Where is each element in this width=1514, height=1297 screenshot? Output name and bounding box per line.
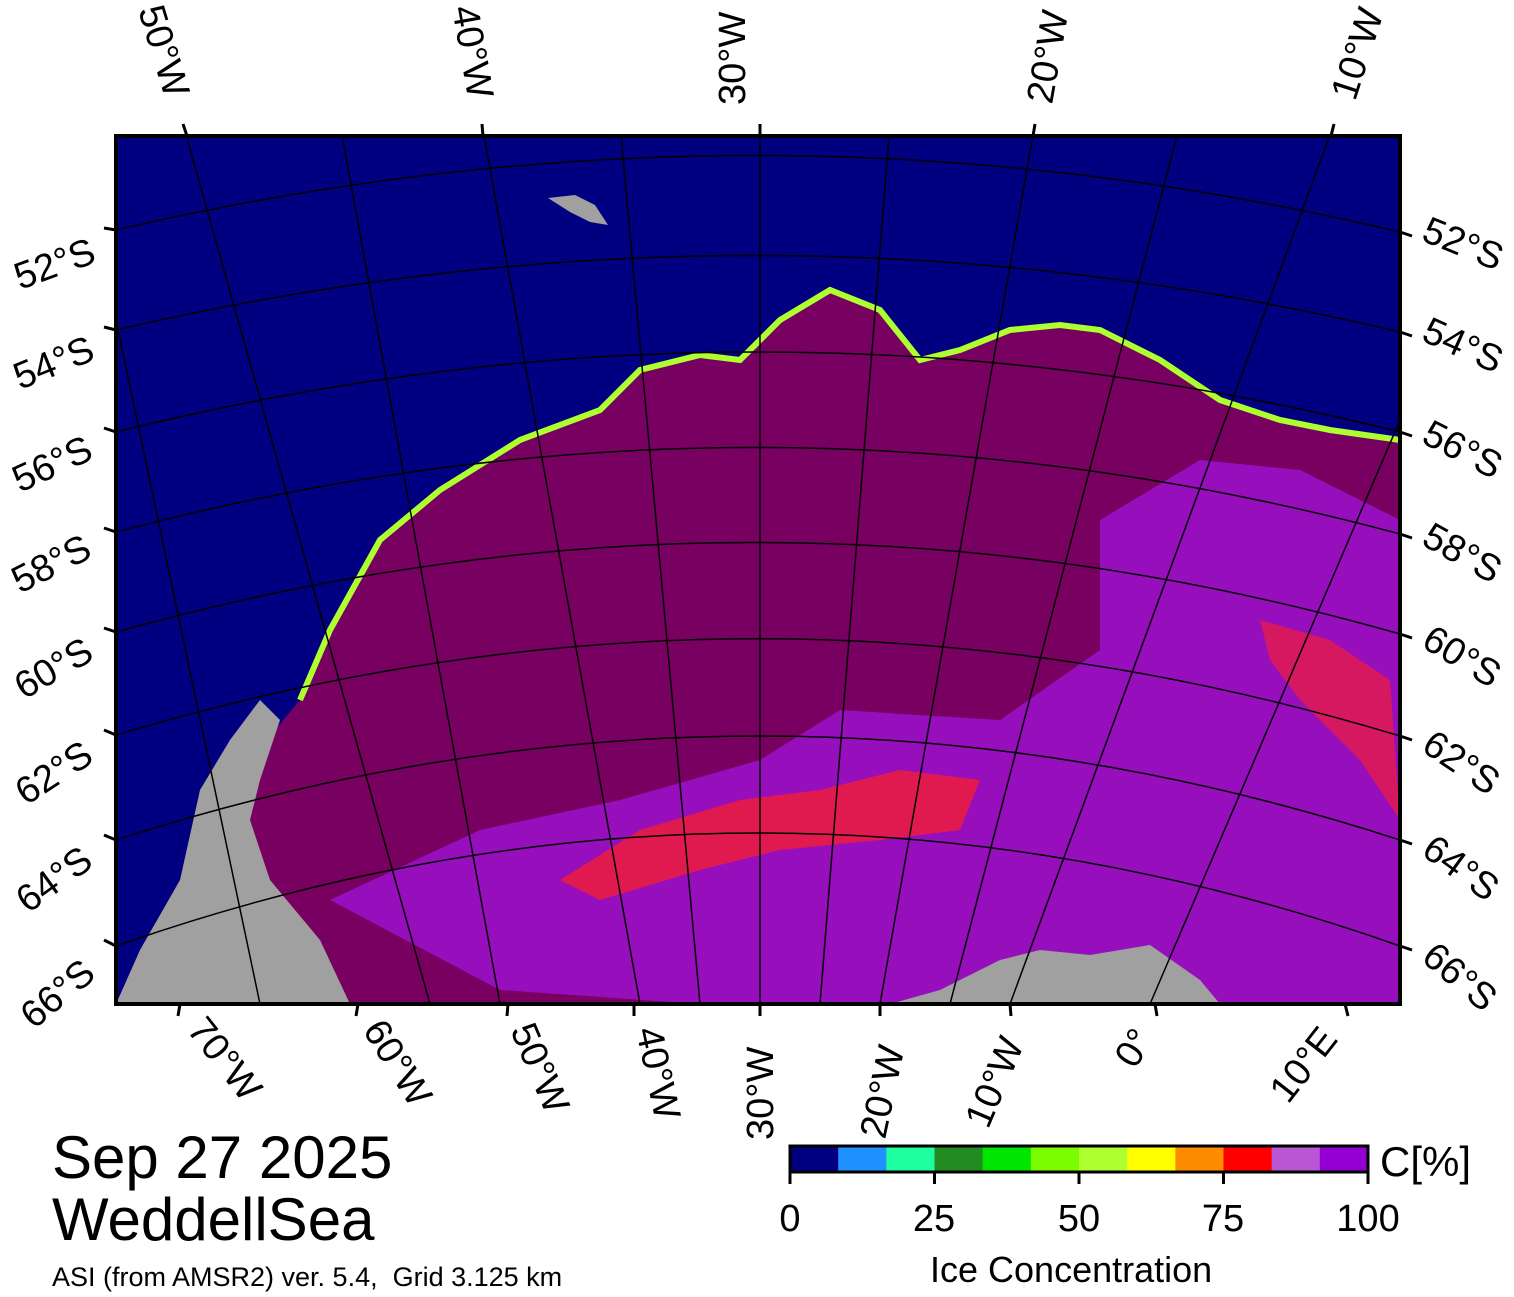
left-lat-label: 66°S (13, 951, 103, 1036)
colorbar-tick-label: 50 (1057, 1198, 1101, 1240)
left-lat-label: 62°S (8, 733, 100, 813)
map-date: Sep 27 2025 (52, 1124, 393, 1191)
right-lat-label: 62°S (1415, 723, 1507, 804)
right-lat-label: 64°S (1415, 827, 1507, 910)
colorbar-segment (1030, 1146, 1080, 1172)
ice-melt-zone-east (1260, 620, 1400, 820)
left-lat-label: 64°S (9, 839, 101, 922)
colorbar-segment (982, 1146, 1032, 1172)
colorbar (790, 1146, 1369, 1172)
colorbar-segment (1223, 1146, 1273, 1172)
map-frame (114, 134, 1402, 1006)
region-name: WeddellSea (52, 1186, 375, 1253)
bottom-lon-label: 20°W (853, 1042, 914, 1142)
left-lat-label: 56°S (6, 428, 99, 501)
colorbar-title: Ice Concentration (930, 1249, 1213, 1290)
top-lon-label: 10°W (1324, 3, 1393, 105)
bottom-lon-label: 0° (1107, 1022, 1162, 1075)
bottom-lon-label: 10°E (1262, 1019, 1346, 1110)
bottom-lon-label: 30°W (740, 1047, 782, 1140)
colorbar-ticks (788, 1172, 1370, 1184)
bottom-lon-label: 70°W (179, 1010, 270, 1110)
bottom-lon-label: 40°W (627, 1023, 688, 1123)
colorbar-segment (1175, 1146, 1224, 1172)
right-lat-label: 54°S (1416, 310, 1509, 382)
colorbar-segment (838, 1146, 887, 1172)
colorbar-segment (790, 1146, 839, 1172)
frame-ticks (103, 123, 1413, 1017)
top-lon-label: 20°W (1020, 7, 1078, 106)
right-lat-label: 60°S (1415, 618, 1508, 697)
left-lat-label: 60°S (8, 630, 101, 708)
colorbar-segment (1079, 1146, 1128, 1172)
colorbar-segment (886, 1146, 935, 1172)
top-lon-label: 40°W (443, 2, 501, 101)
colorbar-segment (1127, 1146, 1176, 1172)
colorbar-tick-label: 25 (912, 1198, 956, 1240)
top-lon-label: 50°W (129, 0, 196, 102)
ice-melt-zone (560, 770, 980, 900)
product-info: ASI (from AMSR2) ver. 5.4, Grid 3.125 km (52, 1262, 563, 1292)
colorbar-segment (934, 1146, 984, 1172)
colorbar-tick-label: 75 (1201, 1198, 1245, 1240)
left-lat-label: 58°S (5, 527, 98, 602)
right-lat-label: 66°S (1414, 935, 1504, 1020)
graticule-lines (116, 136, 1400, 1004)
antarctica-coast (890, 945, 1220, 1004)
top-lon-label: 30°W (712, 12, 754, 105)
south-georgia-island (548, 195, 608, 225)
right-lat-label: 56°S (1416, 413, 1509, 488)
colorbar-segment (1319, 1146, 1369, 1172)
bottom-lon-label: 10°W (958, 1031, 1033, 1133)
antarctic-peninsula (116, 700, 350, 1004)
left-lat-label: 54°S (8, 328, 101, 398)
right-lat-label: 52°S (1417, 209, 1510, 279)
left-lat-label: 52°S (9, 231, 101, 299)
right-lat-label: 58°S (1416, 515, 1509, 592)
colorbar-segment (1271, 1146, 1321, 1172)
colorbar-unit: C[%] (1380, 1138, 1472, 1185)
bottom-lon-label: 60°W (354, 1013, 439, 1115)
bottom-lon-label: 50°W (502, 1017, 577, 1119)
colorbar-tick-label: 0 (779, 1198, 801, 1240)
colorbar-tick-label: 100 (1336, 1198, 1400, 1240)
ice-edge-band (297, 286, 1400, 702)
